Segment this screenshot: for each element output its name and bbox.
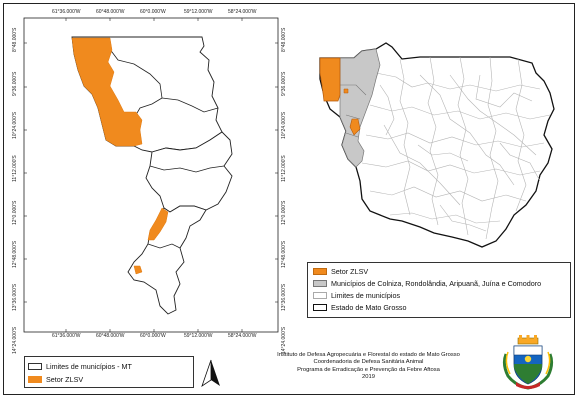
institution-line: Programa de Erradicação e Prevenção da F…	[297, 366, 440, 373]
bottom-tick: 60°48.000'W	[96, 333, 125, 339]
legend-item-limites: Limites de municípios	[313, 291, 400, 300]
left-map	[23, 17, 279, 333]
zlsv-area-dot	[343, 88, 349, 94]
legend-item-municipios: Municípios de Colniza, Rondolândia, Arip…	[313, 279, 541, 288]
municipality-border	[161, 97, 219, 113]
top-tick: 59°12.000'W	[184, 9, 213, 15]
zlsv-area-small	[349, 118, 361, 136]
legend-swatch-limites	[313, 292, 327, 299]
left-legend: Limites de municípios - MT Setor ZLSV	[24, 356, 194, 388]
zlsv-area-south	[133, 265, 143, 275]
municipality-comodoro	[127, 205, 207, 315]
legend-label: Limites de municípios - MT	[46, 362, 132, 371]
bottom-tick: 59°12.000'W	[184, 333, 213, 339]
zlsv-area-middle	[147, 207, 169, 241]
map-frame	[3, 3, 575, 395]
right-legend: Setor ZLSV Municípios de Colniza, Rondol…	[307, 262, 571, 318]
legend-swatch-estado	[313, 304, 327, 311]
institution-line: Coordenadoria de Defesa Sanitária Animal	[313, 359, 424, 366]
bottom-tick: 60°0.000'W	[140, 333, 166, 339]
legend-swatch-limites-mt	[28, 363, 42, 370]
municipality-juina	[145, 131, 233, 213]
legend-item-zlsv: Setor ZLSV	[28, 375, 83, 384]
legend-swatch-zlsv	[28, 376, 42, 383]
municipality-border	[147, 243, 181, 249]
mato-grosso-map	[319, 42, 555, 248]
legend-label: Estado de Mato Grosso	[331, 303, 407, 312]
legend-item-zlsv: Setor ZLSV	[313, 267, 368, 276]
legend-label: Setor ZLSV	[331, 267, 369, 276]
institution-credits: Instituto de Defesa Agropecuária e Flore…	[236, 352, 501, 381]
legend-label: Setor ZLSV	[46, 375, 84, 384]
north-arrow-icon	[201, 359, 220, 387]
legend-item-limites-mt: Limites de municípios - MT	[28, 362, 132, 371]
top-tick: 61°36.000'W	[52, 9, 81, 15]
municipality-border	[149, 165, 225, 173]
municipios-region	[339, 48, 381, 168]
bottom-tick: 61°36.000'W	[52, 333, 81, 339]
legend-label: Municípios de Colniza, Rondolândia, Arip…	[331, 279, 542, 288]
bottom-tick: 58°24.000'W	[228, 333, 257, 339]
coat-of-arms-icon	[502, 335, 554, 390]
institution-line: 2019	[362, 373, 375, 380]
top-tick: 60°48.000'W	[96, 9, 125, 15]
legend-swatch-zlsv	[313, 268, 327, 275]
legend-label: Limites de municípios	[331, 291, 401, 300]
zlsv-area-north	[71, 37, 143, 147]
municipio-border	[340, 84, 367, 138]
zlsv-area-main	[319, 57, 341, 102]
legend-swatch-municipios	[313, 280, 327, 287]
legend-item-estado: Estado de Mato Grosso	[313, 303, 407, 312]
top-tick: 58°24.000'W	[228, 9, 257, 15]
top-tick: 60°0.000'W	[140, 9, 166, 15]
institution-line: Instituto de Defesa Agropecuária e Flore…	[277, 352, 460, 358]
